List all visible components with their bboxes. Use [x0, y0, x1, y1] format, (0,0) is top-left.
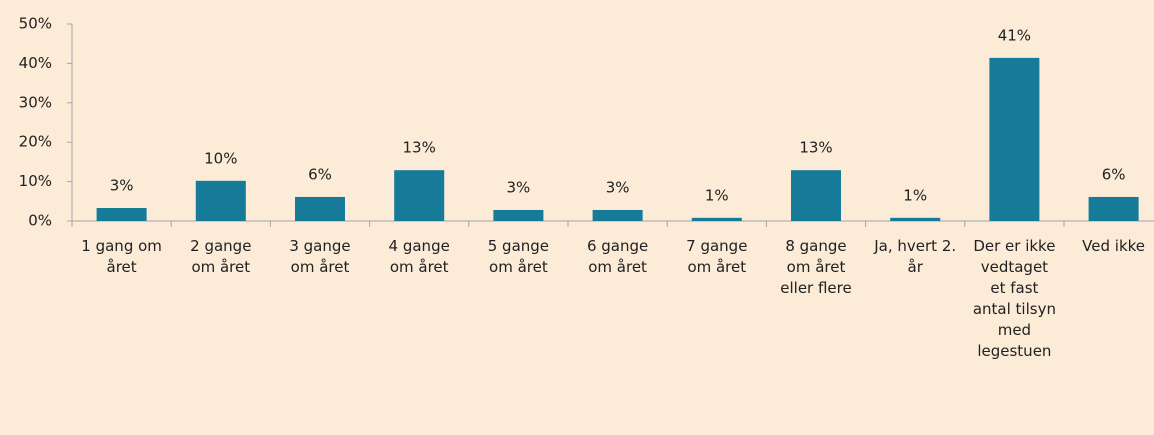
data-label: 6% [308, 165, 332, 183]
y-tick-label: 50% [19, 15, 52, 33]
x-tick-label: 5 gange om året [487, 237, 550, 276]
data-label: 41% [998, 26, 1031, 44]
data-label: 3% [606, 178, 630, 196]
bar [195, 180, 246, 221]
x-tick-label: 3 gange om året [289, 237, 351, 276]
bar [989, 57, 1040, 221]
data-label: 3% [110, 176, 134, 194]
x-tick-label: Der er ikke vedtaget et fast antal tilsy… [972, 237, 1056, 360]
bar [96, 207, 147, 221]
x-tick-label: Ja, hvert 2. år [874, 237, 957, 276]
x-tick-label: Ved ikke [1082, 237, 1146, 255]
data-label: 13% [799, 139, 832, 157]
x-tick-label: 7 gange om året [686, 237, 748, 276]
bar [691, 217, 742, 221]
bar [493, 209, 544, 221]
x-tick-label: 6 gange om året [586, 237, 649, 276]
data-label: 6% [1102, 165, 1126, 183]
bar [791, 170, 841, 221]
x-tick-label: 2 gange om året [190, 237, 252, 276]
data-label: 13% [403, 139, 436, 157]
y-tick-label: 10% [19, 172, 52, 190]
bar [890, 217, 941, 221]
x-tick-label: 1 gang om året [81, 237, 162, 276]
data-label: 1% [903, 186, 927, 204]
y-tick-label: 40% [19, 54, 52, 72]
bar [394, 170, 445, 221]
x-tick-label: 4 gange om året [388, 237, 450, 276]
bar [592, 209, 643, 221]
data-label: 10% [204, 149, 237, 167]
y-tick-label: 20% [19, 133, 52, 151]
bar [1088, 196, 1139, 221]
x-tick-label: 8 gange om året eller flere [780, 237, 852, 297]
bar [295, 196, 345, 221]
y-tick-label: 30% [19, 93, 52, 111]
y-tick-label: 0% [28, 212, 52, 230]
data-label: 1% [705, 186, 729, 204]
data-label: 3% [507, 178, 531, 196]
